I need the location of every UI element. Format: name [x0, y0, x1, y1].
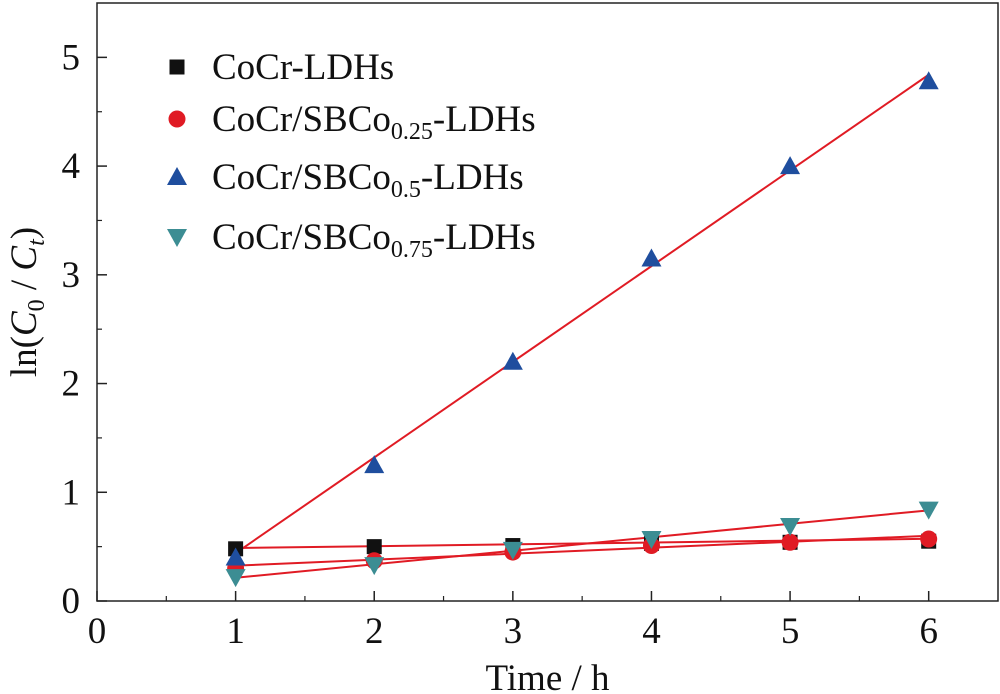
ylabel-part: /	[4, 271, 45, 300]
fit-line-series-3	[235, 73, 930, 554]
plot-frame-layer	[96, 2, 999, 602]
data-point-series-2	[920, 530, 938, 548]
ylabel-sub: 0	[24, 299, 50, 311]
y-tick-label: 2	[62, 364, 81, 405]
data-point-series-1	[366, 539, 382, 555]
x-tick-label: 3	[504, 611, 523, 652]
data-markers-layer	[225, 71, 939, 588]
y-tick-label: 0	[62, 581, 81, 622]
y-tick-label: 5	[62, 37, 81, 78]
x-axis-title: Time / h	[485, 658, 610, 694]
fit-lines-layer	[235, 73, 930, 579]
data-point-series-4	[641, 531, 662, 550]
x-tick-label: 2	[365, 611, 384, 652]
y-tick-label: 1	[62, 472, 81, 513]
data-point-series-3	[780, 156, 801, 175]
x-tick-label: 5	[781, 611, 800, 652]
data-point-series-4	[918, 501, 939, 520]
data-point-series-2	[781, 533, 799, 551]
plot-frame	[96, 2, 999, 602]
data-point-series-4	[502, 541, 523, 560]
legend-label-3: CoCr/SBCo0.5-LDHs	[212, 157, 524, 203]
x-tick-label: 1	[226, 611, 245, 652]
y-tick-label: 4	[62, 146, 81, 187]
ylabel-part: )	[4, 227, 45, 239]
fit-line-series-4	[235, 509, 929, 579]
data-point-series-3	[502, 351, 523, 370]
data-point-series-3	[641, 248, 662, 267]
data-point-series-3	[364, 455, 385, 474]
legend-marker-4	[167, 229, 187, 247]
x-tick-label: 0	[88, 611, 107, 652]
ylabel-sub: t	[24, 238, 50, 246]
data-point-series-4	[225, 569, 246, 588]
ylabel-part: C	[4, 245, 45, 271]
data-point-series-3	[918, 71, 939, 90]
y-axis-title: ln(C0 / Ct)	[4, 227, 50, 377]
ylabel-part: ln(	[4, 336, 45, 377]
data-point-series-4	[364, 557, 385, 576]
x-tick-label: 4	[642, 611, 661, 652]
legend-marker-1	[169, 59, 185, 75]
legend-marker-2	[168, 110, 186, 128]
ylabel-part: C	[4, 310, 45, 336]
data-point-series-4	[780, 517, 801, 536]
y-tick-label: 3	[62, 255, 81, 296]
legend-label-2: CoCr/SBCo0.25-LDHs	[212, 99, 536, 145]
fit-line-series-2	[235, 534, 929, 567]
legend-marker-3	[167, 167, 187, 185]
legend-label-4: CoCr/SBCo0.75-LDHs	[212, 217, 536, 263]
legend: CoCr-LDHs CoCr/SBCo0.25-LDHs CoCr/SBCo0.5-…	[167, 47, 536, 263]
data-point-series-3	[225, 547, 246, 566]
x-tick-label: 6	[919, 611, 938, 652]
legend-label-1: CoCr-LDHs	[212, 47, 394, 88]
